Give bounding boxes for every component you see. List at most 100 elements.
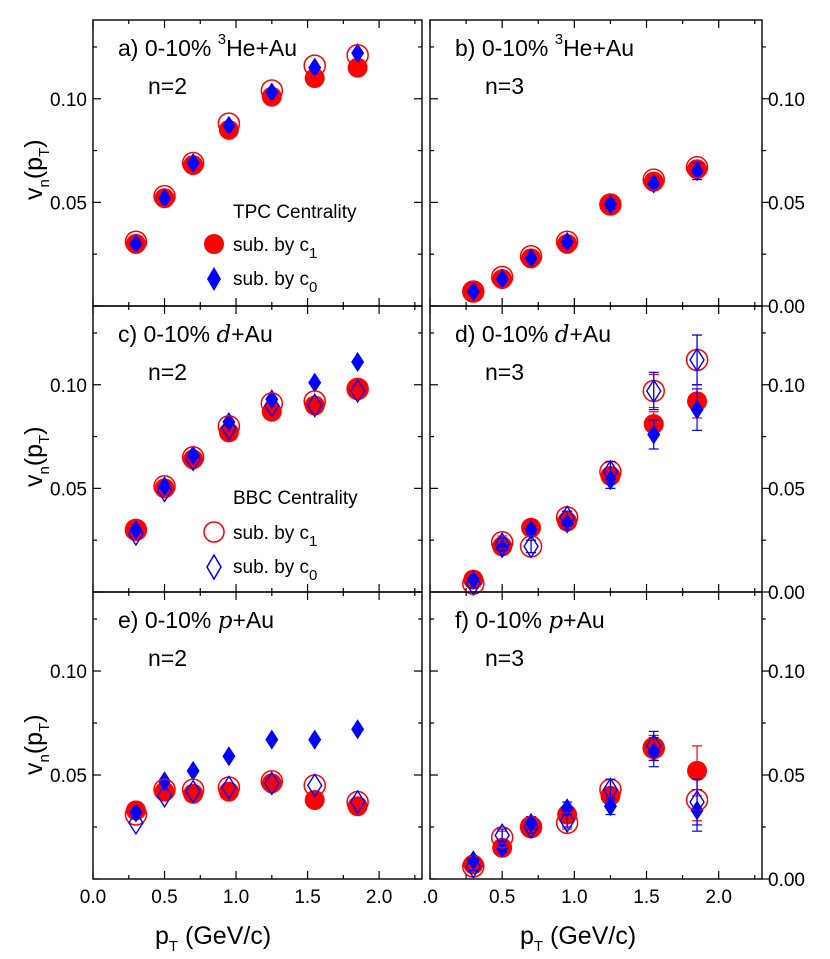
panel-frame bbox=[92, 591, 423, 880]
data-point bbox=[221, 415, 237, 441]
data-point bbox=[351, 43, 365, 64]
x-tick-label: 2.0 bbox=[366, 887, 392, 908]
data-point bbox=[260, 770, 284, 793]
panel-f: .0 0.5 1.0 1.5 2.0 0.00 0.05 0.10 f) 0-10% p+Au n… bbox=[422, 591, 805, 908]
panel-n-label: n=3 bbox=[485, 359, 524, 385]
data-point bbox=[687, 760, 708, 781]
data-point bbox=[490, 265, 514, 289]
data-point bbox=[124, 518, 148, 542]
data-point bbox=[685, 155, 709, 179]
data-point bbox=[306, 773, 323, 798]
data-point bbox=[689, 347, 705, 373]
panel-title: f) 0-10% p+Au bbox=[455, 607, 605, 634]
data-point bbox=[186, 445, 200, 466]
data-point bbox=[347, 57, 368, 78]
legend-tpc-title: TPC Centrality bbox=[233, 202, 357, 223]
series-diamond-filled bbox=[129, 719, 365, 823]
data-point bbox=[559, 505, 575, 530]
legend-bbc-open-diamond-marker bbox=[206, 553, 222, 581]
series-circle-filled bbox=[463, 384, 708, 590]
data-point bbox=[153, 475, 176, 498]
panel-title: c) 0-10% d+Au bbox=[118, 321, 273, 348]
data-point bbox=[306, 393, 323, 418]
data-point bbox=[642, 168, 665, 191]
data-point bbox=[555, 811, 579, 835]
series-diamond-filled bbox=[129, 43, 365, 254]
series-diamond-filled bbox=[466, 388, 704, 590]
data-point bbox=[217, 414, 241, 438]
data-point bbox=[465, 571, 482, 597]
data-point bbox=[129, 519, 143, 540]
data-point bbox=[647, 424, 661, 445]
data-point bbox=[689, 789, 705, 815]
data-point bbox=[351, 351, 365, 372]
data-point bbox=[222, 746, 236, 767]
x-tick-label: 1.0 bbox=[561, 887, 587, 908]
data-point bbox=[349, 789, 366, 815]
panel-frame bbox=[92, 305, 423, 593]
panels: 0.050.10a) 0-10% 3He+Aun=20.000.050.10b)… bbox=[50, 19, 805, 908]
data-point bbox=[465, 854, 482, 879]
series-diamond-filled bbox=[129, 351, 365, 540]
data-point bbox=[647, 173, 661, 194]
series-diamond-open bbox=[465, 334, 705, 597]
data-point bbox=[523, 814, 539, 840]
data-point bbox=[153, 778, 176, 801]
data-point bbox=[308, 57, 322, 78]
data-point bbox=[462, 280, 485, 303]
panel-frame bbox=[429, 19, 763, 307]
panel-n-label: n=3 bbox=[485, 645, 524, 671]
series-circle-filled bbox=[463, 159, 708, 302]
data-point bbox=[603, 194, 617, 215]
x-axis-title-right: pT (GeV/c) bbox=[520, 922, 636, 955]
data-point bbox=[555, 230, 579, 254]
x-tick-label: 1.5 bbox=[294, 887, 320, 908]
data-point bbox=[265, 389, 279, 410]
panel-frame bbox=[429, 591, 763, 880]
panel-title-prefix: c) 0-10% bbox=[118, 321, 216, 347]
data-point bbox=[559, 808, 575, 834]
data-point bbox=[158, 771, 172, 792]
panel-title-prefix: e) 0-10% bbox=[118, 607, 218, 633]
y-axis-title-row2: vn(pT) bbox=[20, 426, 53, 487]
x-tick-label: 0.5 bbox=[489, 887, 515, 908]
data-point bbox=[303, 390, 326, 413]
legend-bbc-title: BBC Centrality bbox=[233, 488, 358, 509]
data-point bbox=[349, 378, 366, 404]
data-point bbox=[690, 399, 704, 420]
data-point bbox=[186, 153, 200, 173]
data-point bbox=[495, 269, 509, 290]
data-point bbox=[524, 248, 538, 269]
data-point bbox=[222, 412, 236, 433]
series-circle-open bbox=[462, 155, 709, 303]
data-point bbox=[519, 245, 543, 268]
panel-b: 0.00 0.05 0.10 b) 0-10% 3He+Au n=3 bbox=[429, 19, 805, 318]
panel-title-italic: d bbox=[555, 322, 570, 348]
panel-title: d) 0-10% d+Au bbox=[455, 321, 611, 348]
data-point bbox=[599, 193, 622, 216]
y-axis-title-row3: vn(pT) bbox=[20, 714, 53, 775]
data-point bbox=[490, 531, 514, 554]
data-point bbox=[185, 447, 201, 472]
data-point bbox=[222, 115, 236, 136]
legend-tpc: TPC Centrality sub. by c1 sub. by c0 bbox=[204, 202, 357, 296]
y-tick-label: 0.05 bbox=[768, 193, 805, 214]
x-tick-label: .0 bbox=[422, 887, 438, 908]
data-point bbox=[154, 781, 175, 802]
x-tick-label: 1.0 bbox=[223, 887, 249, 908]
panel-title-system: +Au bbox=[563, 607, 605, 633]
data-point bbox=[265, 82, 279, 103]
panel-n-label: n=2 bbox=[148, 73, 187, 99]
legend-bbc-item2: sub. by c0 bbox=[233, 557, 317, 584]
data-point bbox=[221, 775, 237, 800]
data-point bbox=[466, 850, 480, 871]
data-point bbox=[265, 729, 279, 750]
legend-bbc: BBC Centrality sub. by c1 sub. by c0 bbox=[203, 488, 358, 584]
x-tick-label: 0.0 bbox=[80, 887, 106, 908]
data-point bbox=[490, 826, 514, 849]
data-point bbox=[304, 68, 325, 89]
panel-title-prefix: d) 0-10% bbox=[455, 321, 555, 347]
y-tick-label: 0.05 bbox=[50, 479, 87, 500]
data-point bbox=[153, 184, 176, 208]
